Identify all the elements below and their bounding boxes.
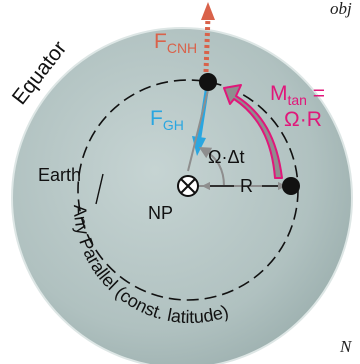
corner-bottom-text: N <box>339 337 353 356</box>
earth-disc <box>11 27 353 364</box>
corner-top-text: obj <box>330 0 352 18</box>
radius-line-to-object <box>187 89 209 172</box>
omega-dt-arc <box>198 147 225 187</box>
omega-dt-label: Ω·Δt <box>208 147 244 167</box>
north-pole-cross-b <box>180 178 196 194</box>
f-gh-label: FGH <box>150 107 184 133</box>
f-cnh-label: FCNH <box>154 30 197 56</box>
earth-label: Earth <box>38 165 81 185</box>
earth-pointer-line <box>95 173 104 205</box>
m-tan-formula: Ω·R <box>284 108 322 131</box>
f-cnh-arrow-head <box>201 2 215 20</box>
north-pole-label: NP <box>148 203 173 223</box>
object-dot-right <box>282 177 300 195</box>
m-tan-label: Mtan = <box>270 82 325 108</box>
object-dot-top <box>199 73 217 91</box>
radius-label: R <box>240 176 253 196</box>
m-tan-arrow <box>223 84 283 179</box>
